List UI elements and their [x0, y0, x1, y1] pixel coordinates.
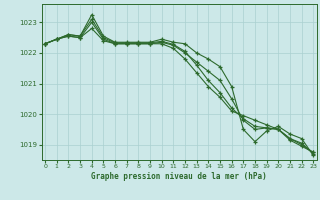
X-axis label: Graphe pression niveau de la mer (hPa): Graphe pression niveau de la mer (hPa) — [91, 172, 267, 181]
